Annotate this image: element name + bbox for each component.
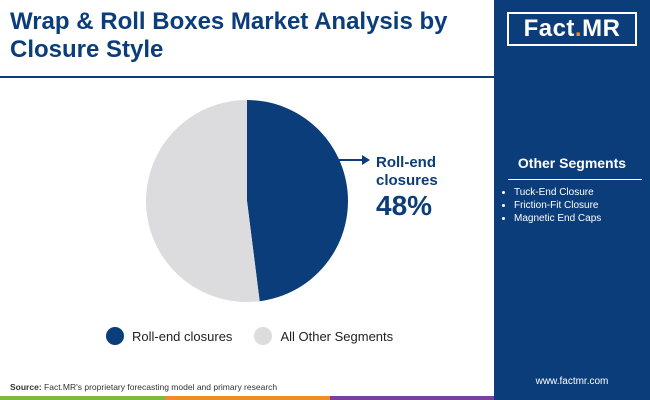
segment-item: Tuck-End Closure	[514, 186, 601, 199]
legend-swatch-roll-end	[106, 327, 124, 345]
legend-label-roll-end: Roll-end closures	[132, 328, 233, 344]
chart-legend: Roll-end closures All Other Segments	[106, 327, 415, 345]
segment-item: Friction-Fit Closure	[514, 199, 601, 212]
source-note: Source: Fact.MR's proprietary forecastin…	[10, 382, 277, 392]
other-segments-title: Other Segments	[517, 155, 627, 171]
source-label: Source:	[10, 382, 42, 392]
legend-item-roll-end: Roll-end closures	[106, 327, 232, 345]
bottom-bar-orange	[165, 396, 330, 400]
title-divider	[0, 76, 494, 78]
pie-slice-all-other-segments	[146, 100, 260, 302]
source-text: Fact.MR's proprietary forecasting model …	[44, 382, 278, 392]
right-side-panel	[494, 0, 650, 400]
callout-label: Roll-end closures	[376, 154, 438, 189]
logo-part2: MR	[582, 15, 621, 42]
legend-label-other: All Other Segments	[280, 328, 394, 344]
other-segments-divider	[508, 179, 642, 180]
chart-title: Wrap & Roll Boxes Market Analysis by Clo…	[10, 8, 448, 63]
segment-item: Magnetic End Caps	[514, 212, 601, 225]
pie-chart	[146, 100, 370, 302]
website-url: www.factmr.com	[535, 376, 609, 387]
logo-dot: .	[574, 15, 583, 42]
bottom-bar-blue	[330, 396, 494, 400]
logo-part1: Fact	[523, 15, 575, 42]
factmr-logo: Fact. MR	[507, 12, 637, 46]
callout-arrow-head	[362, 155, 370, 165]
bottom-color-bar	[0, 396, 494, 400]
legend-swatch-other	[254, 327, 273, 345]
pie-slice-roll-end-closures	[247, 100, 349, 302]
pie-slices	[146, 100, 349, 302]
legend-item-other: All Other Segments	[254, 327, 393, 345]
other-segments-list: Tuck-End Closure Friction-Fit Closure Ma…	[500, 186, 601, 225]
bottom-bar-green	[0, 396, 165, 400]
callout-value: 48%	[376, 190, 433, 221]
